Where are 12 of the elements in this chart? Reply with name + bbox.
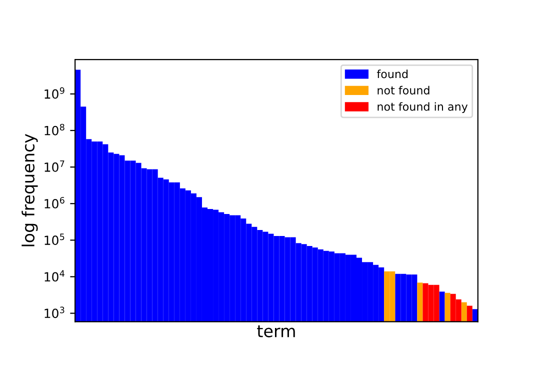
y-tick-label: 10$^{5}$	[44, 234, 64, 245]
y-tick-label: 10$^{6}$	[44, 196, 64, 208]
legend-label: not found in any	[378, 102, 468, 113]
y-tick-label: 10$^{8}$	[44, 124, 64, 136]
y-tick-label: 10$^{9}$	[44, 87, 64, 99]
y-axis-title: log frequency	[22, 134, 38, 246]
x-axis-title: term	[257, 325, 295, 338]
legend-label: not found	[378, 86, 430, 94]
y-tick-label: 10$^{4}$	[44, 270, 64, 282]
y-tick-label: 10$^{3}$	[44, 306, 64, 318]
legend-label: found	[376, 70, 408, 78]
y-tick-label: 10$^{7}$	[44, 160, 64, 172]
